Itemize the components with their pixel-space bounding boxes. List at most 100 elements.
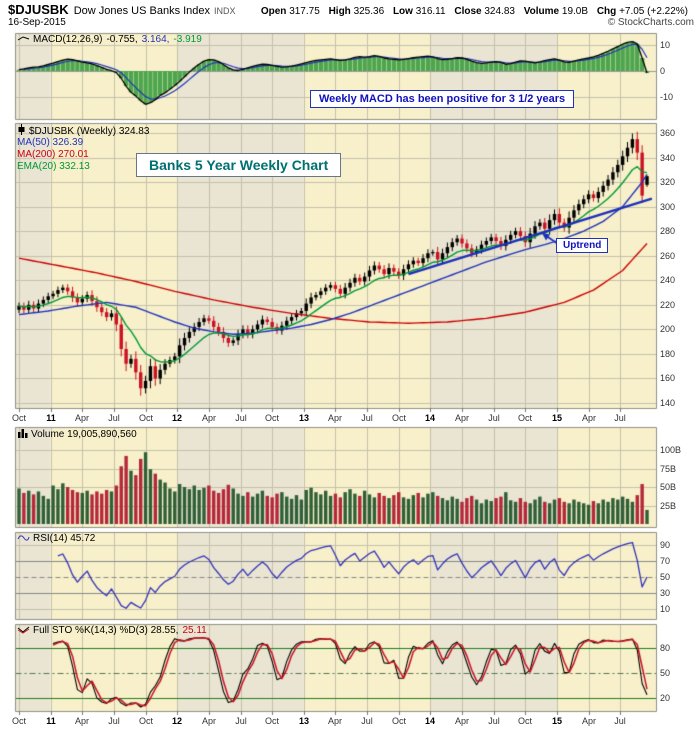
x-tick-label: Apr — [327, 716, 342, 726]
price-legend-main: $DJUSBK (Weekly) 324.83 — [29, 126, 150, 137]
ema20-legend: EMA(20) 332.13 — [17, 161, 90, 172]
x-tick-label: Oct — [138, 716, 153, 726]
rsi-legend: RSI(14) 45.72 — [17, 533, 95, 544]
x-tick-label: Jul — [614, 716, 626, 726]
x-tick-label: Oct — [391, 413, 406, 423]
close-label: Close — [454, 6, 482, 17]
y-tick-label: 30 — [660, 588, 671, 598]
x-tick-label: Apr — [581, 413, 596, 423]
high-label: High — [328, 6, 351, 17]
x-tick-label: Apr — [581, 716, 596, 726]
exchange-label: INDX — [214, 6, 236, 16]
volume-bars-icon — [18, 429, 28, 438]
x-tick-label: Jul — [361, 413, 373, 423]
sto-legend-k: Full STO %K(14,3) %D(3) 28.55, — [33, 625, 179, 636]
y-tick-label: -10 — [660, 92, 674, 102]
y-tick-label: 100B — [660, 445, 682, 455]
index-name: Dow Jones US Banks Index — [73, 5, 211, 17]
candlestick-icon — [18, 124, 25, 135]
chg-value: +7.05 (+2.22%) — [619, 6, 688, 17]
macd-legend-name: MACD(12,26,9) — [33, 34, 103, 45]
y-tick-label: 0 — [660, 66, 666, 76]
y-tick-label: 340 — [660, 153, 676, 163]
y-tick-label: 90 — [660, 540, 671, 550]
x-tick-label: 14 — [424, 413, 435, 423]
y-tick-label: 10 — [660, 40, 671, 50]
x-tick-label: Oct — [264, 716, 279, 726]
volume-value: 19.0B — [561, 6, 589, 17]
low-value: 316.11 — [415, 6, 446, 17]
x-tick-label: Apr — [74, 716, 89, 726]
x-tick-label: 13 — [298, 716, 309, 726]
y-tick-label: 70 — [660, 556, 671, 566]
macd-line-icon — [17, 36, 30, 41]
chart-subheader: 16-Sep-2015 © StockCharts.com — [8, 17, 694, 28]
x-tick-label: 14 — [424, 716, 435, 726]
macd-hist-value: -3.919 — [173, 34, 202, 45]
close-value: 324.83 — [484, 6, 515, 17]
y-tick-label: 140 — [660, 398, 676, 408]
x-tick-label: Jul — [235, 716, 247, 726]
x-tick-label: 11 — [46, 716, 56, 726]
y-tick-label: 220 — [660, 300, 676, 310]
x-tick-label: Oct — [138, 413, 153, 423]
volume-label: Volume — [523, 6, 560, 17]
x-tick-label: Oct — [11, 716, 26, 726]
y-tick-label: 260 — [660, 251, 676, 261]
x-tick-label: Jul — [108, 413, 120, 423]
x-tick-label: Oct — [517, 716, 532, 726]
y-tick-label: 25B — [660, 501, 677, 511]
chart-date: 16-Sep-2015 — [8, 17, 66, 28]
y-tick-label: 320 — [660, 177, 676, 187]
y-tick-label: 50 — [660, 572, 671, 582]
sto-legend: Full STO %K(14,3) %D(3) 28.55, 25.11 — [17, 625, 207, 636]
macd-line-value: -0.755, — [106, 34, 138, 45]
ma50-legend: MA(50) 326.39 — [17, 137, 84, 148]
rsi-legend-label: RSI(14) 45.72 — [33, 533, 96, 544]
y-tick-label: 50 — [660, 668, 671, 678]
ma200-legend: MA(200) 270.01 — [17, 149, 89, 160]
x-tick-label: Jul — [361, 716, 373, 726]
x-tick-label: Jul — [235, 413, 247, 423]
x-tick-label: 12 — [171, 413, 182, 423]
price-legend: $DJUSBK (Weekly) 324.83 — [17, 124, 149, 137]
y-tick-label: 80 — [660, 643, 671, 653]
x-tick-label: Oct — [391, 716, 406, 726]
x-tick-label: Jul — [488, 413, 500, 423]
y-tick-label: 50B — [660, 482, 677, 492]
volume-legend-label: Volume 19,005,890,560 — [31, 429, 137, 440]
y-tick-label: 180 — [660, 349, 676, 359]
macd-legend: MACD(12,26,9) -0.755, 3.164, -3.919 — [17, 34, 202, 45]
rsi-wave-icon — [17, 535, 30, 541]
y-tick-label: 280 — [660, 226, 676, 236]
x-tick-label: Jul — [488, 716, 500, 726]
volume-legend: Volume 19,005,890,560 — [17, 428, 137, 440]
x-tick-label: Apr — [454, 413, 469, 423]
x-tick-label: Jul — [108, 716, 120, 726]
quote-summary: Open 317.75 High 325.36 Low 316.11 Close… — [261, 6, 694, 17]
y-tick-label: 200 — [660, 324, 676, 334]
macd-signal-value: 3.164, — [141, 34, 170, 45]
x-tick-label: Apr — [327, 413, 342, 423]
x-tick-label: Oct — [517, 413, 532, 423]
x-tick-label: Oct — [264, 413, 279, 423]
y-tick-label: 240 — [660, 275, 676, 285]
chart-title-annotation: Banks 5 Year Weekly Chart — [136, 153, 342, 177]
sto-legend-d: 25.11 — [182, 625, 207, 636]
y-tick-label: 10 — [660, 604, 671, 614]
symbol: $DJUSBK — [8, 2, 69, 17]
x-tick-label: 13 — [298, 413, 309, 423]
uptrend-annotation: Uptrend — [556, 238, 609, 253]
x-tick-label: 15 — [551, 413, 562, 423]
y-tick-label: 20 — [660, 693, 671, 703]
x-tick-label: 12 — [171, 716, 182, 726]
x-tick-label: Apr — [201, 716, 216, 726]
x-tick-label: Apr — [454, 716, 469, 726]
high-value: 325.36 — [353, 6, 385, 17]
x-tick-label: Jul — [614, 413, 626, 423]
low-label: Low — [392, 6, 413, 17]
open-label: Open — [260, 6, 287, 17]
y-tick-label: 160 — [660, 373, 676, 383]
